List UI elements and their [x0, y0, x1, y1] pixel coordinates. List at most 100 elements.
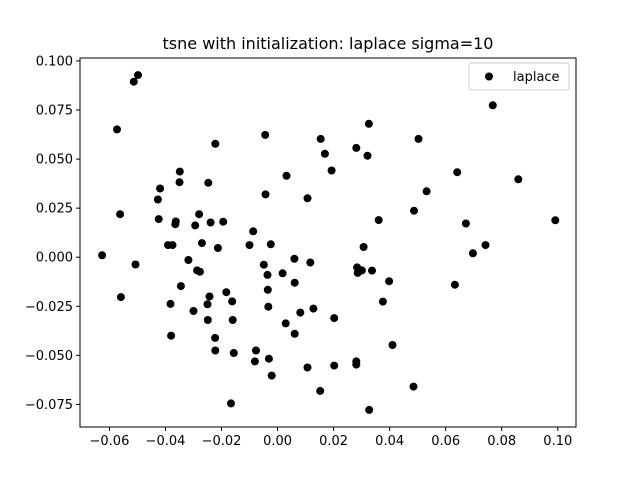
x-tick-label: 0.06	[431, 434, 460, 449]
data-point	[263, 270, 272, 279]
y-tick-label: −0.075	[25, 398, 73, 413]
data-point	[281, 319, 290, 328]
y-tick-label: −0.050	[25, 349, 73, 364]
data-point	[168, 241, 177, 250]
data-point	[195, 267, 204, 276]
x-tick-label: 0.04	[375, 434, 404, 449]
data-point	[245, 241, 254, 250]
data-point	[290, 278, 299, 287]
data-point	[514, 175, 523, 184]
data-point	[189, 307, 198, 315]
data-point	[211, 333, 220, 342]
data-point	[378, 297, 387, 306]
data-point	[422, 187, 431, 196]
data-point	[156, 184, 165, 193]
data-point	[249, 227, 258, 236]
data-point	[410, 206, 418, 215]
data-point	[227, 399, 235, 408]
data-point	[134, 71, 142, 80]
data-point	[113, 125, 121, 134]
data-point	[363, 151, 372, 160]
x-tick-label: −0.06	[90, 434, 130, 449]
data-point	[252, 346, 260, 355]
data-point	[330, 314, 339, 323]
data-point	[195, 210, 204, 219]
data-point	[228, 316, 237, 324]
data-point	[250, 357, 259, 366]
data-point	[176, 282, 185, 291]
data-point	[468, 249, 477, 258]
data-point	[184, 256, 193, 264]
data-point	[551, 216, 560, 225]
data-point	[203, 316, 212, 324]
data-point	[264, 302, 273, 311]
data-point	[205, 292, 214, 301]
data-point	[98, 251, 107, 260]
data-point	[166, 299, 175, 308]
data-point	[296, 308, 305, 317]
data-point	[330, 361, 339, 370]
y-tick-label: 0.100	[36, 54, 73, 69]
data-point	[368, 266, 376, 275]
chart-title: tsne with initialization: laplace sigma=…	[163, 34, 494, 53]
x-axis: −0.06 −0.04 −0.02 0.00 0.02 0.04 0.06 0.08 0.10	[90, 427, 572, 449]
data-point	[290, 254, 299, 263]
data-point	[175, 167, 184, 176]
data-point	[229, 349, 238, 357]
y-tick-label: 0.075	[36, 104, 73, 119]
data-point	[374, 216, 383, 225]
data-point	[327, 166, 336, 175]
data-point	[461, 219, 470, 228]
data-point	[219, 217, 228, 226]
data-point	[409, 382, 418, 391]
x-tick-label: −0.04	[146, 434, 186, 449]
data-point	[228, 297, 237, 306]
data-point	[175, 178, 184, 187]
data-point	[203, 300, 212, 309]
data-point	[481, 241, 490, 250]
data-point	[359, 243, 368, 251]
data-point	[303, 194, 312, 203]
data-point	[453, 168, 462, 177]
data-point	[352, 360, 361, 369]
data-point	[365, 405, 374, 414]
data-point	[206, 218, 215, 227]
data-point	[303, 363, 312, 372]
data-point	[153, 195, 162, 204]
data-point	[414, 134, 423, 143]
data-point	[306, 258, 315, 267]
data-point	[211, 346, 220, 355]
data-point	[116, 210, 125, 219]
data-point	[211, 139, 220, 148]
y-tick-label: −0.025	[25, 300, 73, 315]
data-points	[98, 71, 560, 414]
x-tick-label: 0.10	[543, 434, 572, 449]
data-point	[357, 266, 366, 275]
data-point	[116, 293, 125, 302]
y-tick-label: 0.050	[36, 153, 73, 168]
legend-label: laplace	[513, 70, 560, 85]
data-point	[204, 178, 213, 187]
x-tick-label: 0.00	[263, 434, 292, 449]
data-point	[488, 101, 497, 110]
legend-box	[468, 62, 570, 91]
legend-marker	[485, 72, 493, 81]
data-point	[167, 331, 176, 340]
data-point	[316, 134, 325, 143]
data-point	[213, 244, 222, 252]
data-point	[154, 215, 163, 224]
data-point	[129, 77, 138, 86]
data-point	[320, 149, 329, 158]
data-point	[266, 240, 275, 249]
data-point	[364, 119, 373, 128]
data-point	[282, 171, 291, 180]
y-tick-label: 0.000	[36, 251, 73, 266]
data-point	[197, 239, 206, 248]
data-point	[388, 341, 397, 349]
data-point	[261, 130, 270, 139]
data-point	[261, 190, 270, 199]
x-tick-label: −0.02	[202, 434, 242, 449]
data-point	[191, 221, 200, 230]
plot-frame	[79, 57, 577, 428]
